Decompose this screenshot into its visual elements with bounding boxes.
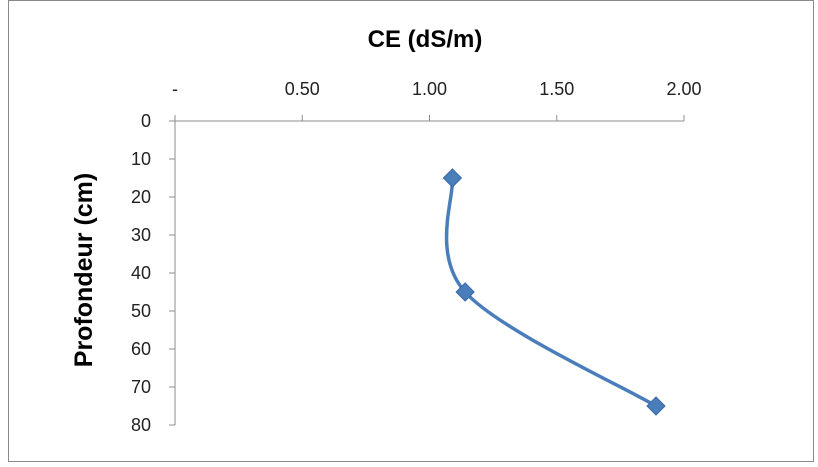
- y-tick-label: 50: [131, 301, 151, 321]
- y-axis-title: Profondeur (cm): [70, 173, 98, 367]
- axes: - 0.50 1.00 1.50 2.00 0 10 20 30 40 50 60 70 80: [131, 79, 702, 435]
- y-tick-label: 0: [141, 111, 151, 131]
- data-point: [646, 396, 666, 416]
- y-tick-label: 40: [131, 263, 151, 283]
- x-axis-title: CE (dS/m): [368, 26, 483, 53]
- data-point: [455, 282, 475, 302]
- data-point: [442, 168, 463, 188]
- y-tick-label: 70: [131, 377, 151, 397]
- x-tick-label: 0.50: [285, 79, 320, 99]
- x-tick-label: 1.50: [539, 79, 574, 99]
- y-tick-label: 80: [131, 415, 151, 435]
- x-tick-label: -: [172, 79, 178, 99]
- y-tick-label: 10: [131, 149, 151, 169]
- x-tick-label: 1.00: [412, 79, 447, 99]
- y-tick-label: 30: [131, 225, 151, 245]
- series-layer: [442, 168, 666, 416]
- chart-frame: [8, 0, 814, 462]
- series-line: [444, 176, 658, 408]
- y-tick-label: 20: [131, 187, 151, 207]
- x-tick-label: 2.00: [666, 79, 701, 99]
- y-tick-label: 60: [131, 339, 151, 359]
